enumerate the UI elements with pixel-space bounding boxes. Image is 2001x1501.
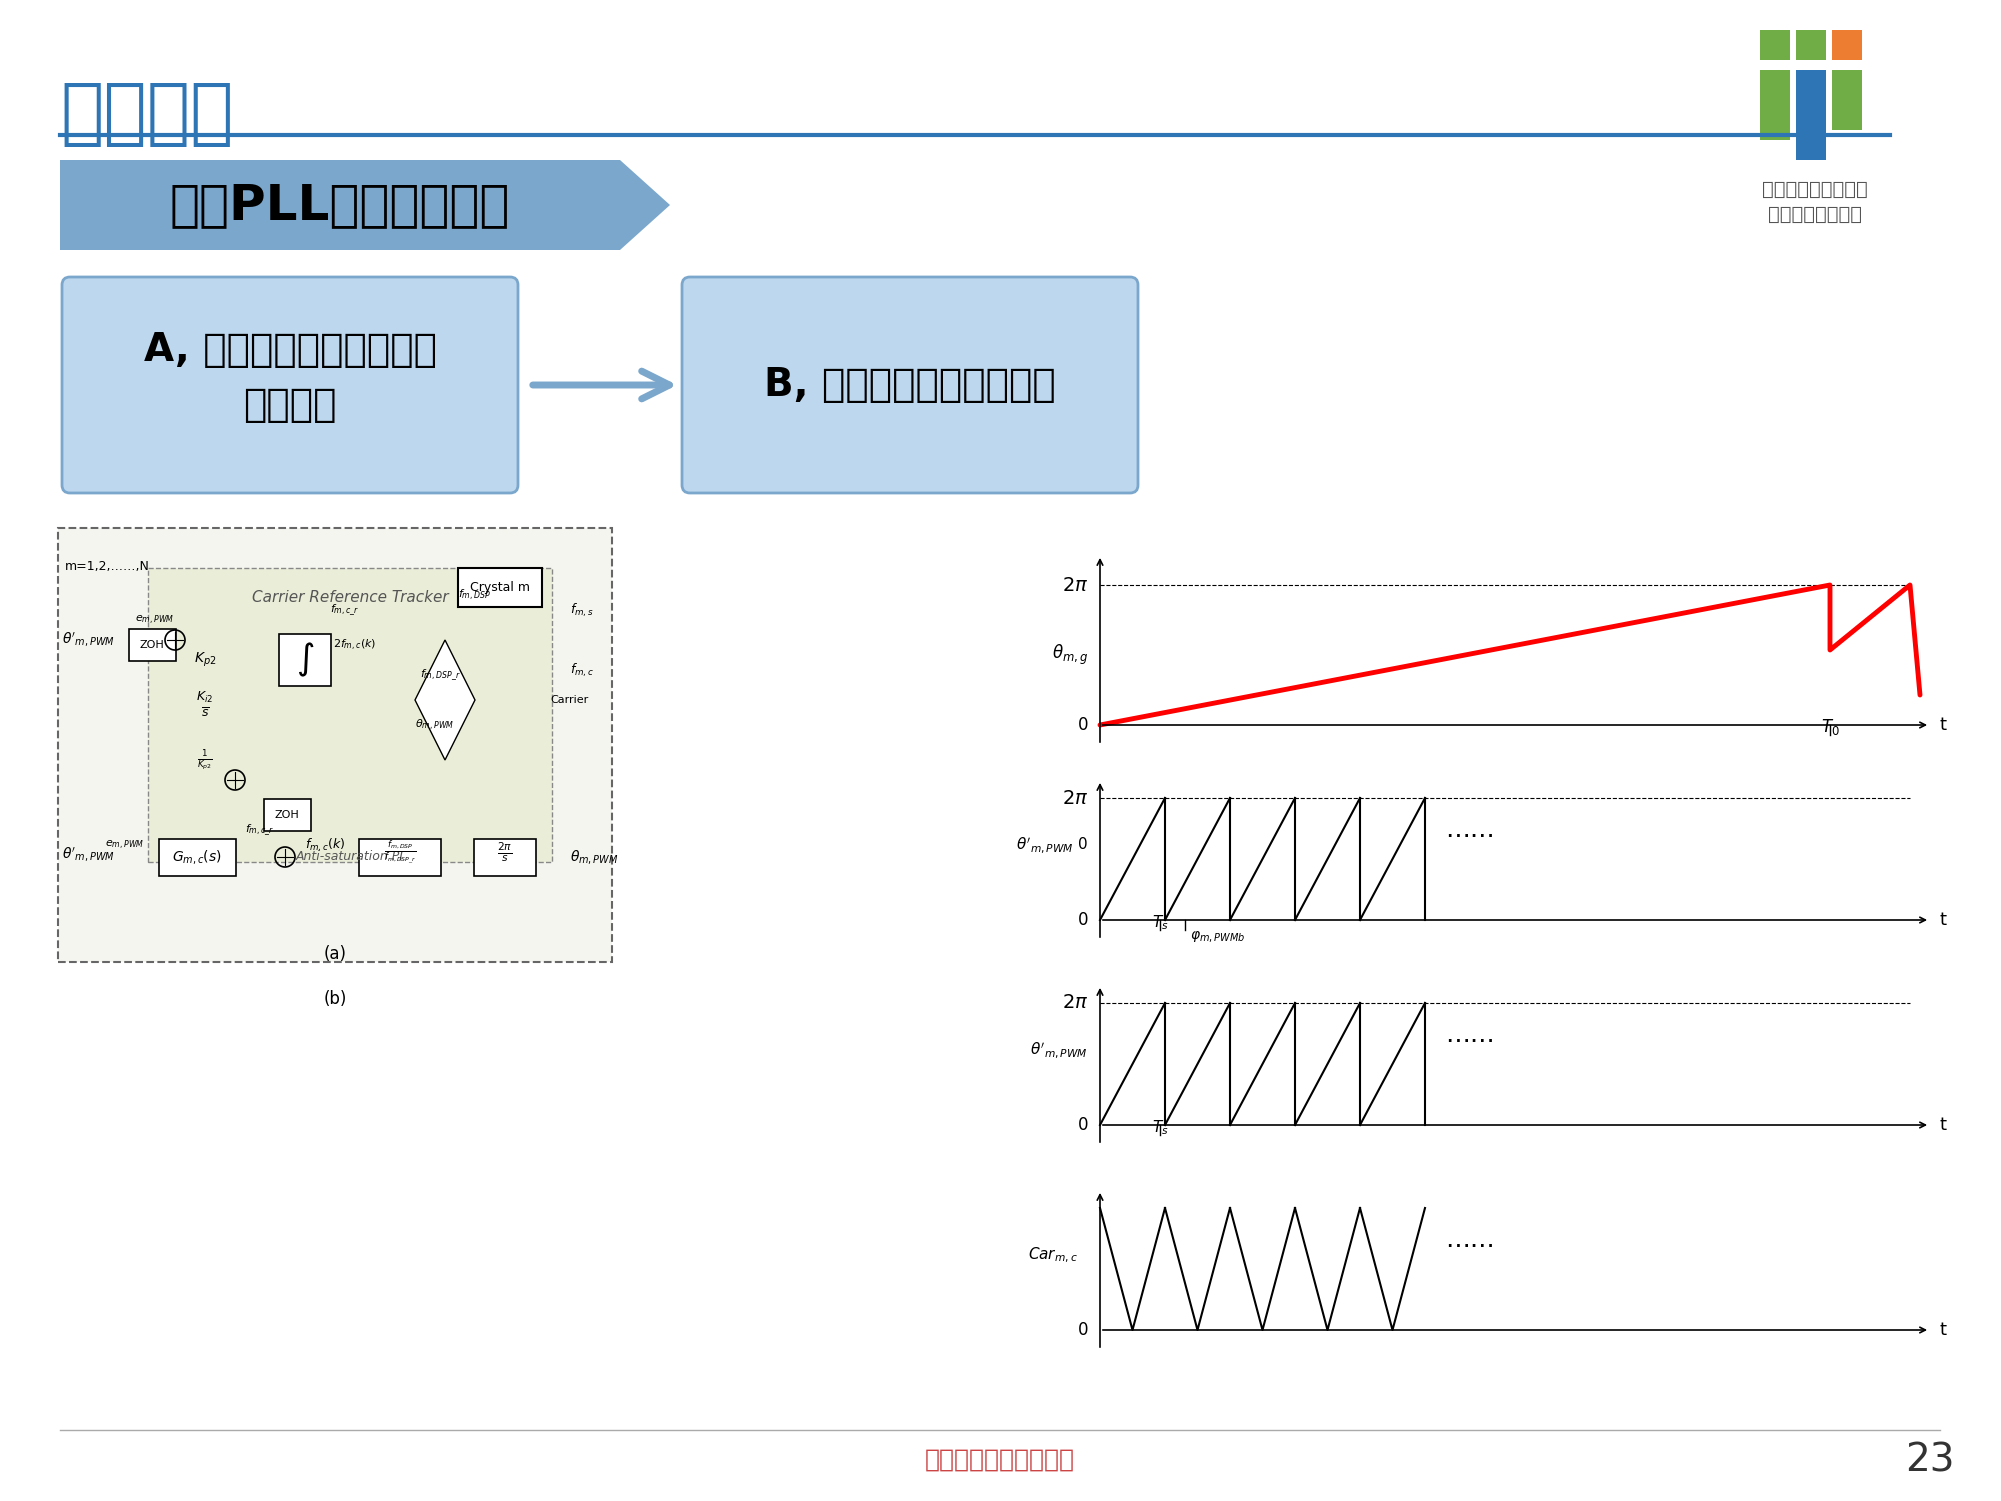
FancyBboxPatch shape bbox=[264, 799, 310, 832]
Polygon shape bbox=[414, 639, 474, 760]
FancyBboxPatch shape bbox=[1797, 30, 1827, 60]
Text: $\frac{2\pi}{s}$: $\frac{2\pi}{s}$ bbox=[498, 841, 512, 863]
Text: $f_{m,s}$: $f_{m,s}$ bbox=[570, 602, 594, 618]
Text: $G_{m,c}(s)$: $G_{m,c}(s)$ bbox=[172, 848, 222, 866]
Text: t: t bbox=[1941, 1117, 1947, 1133]
Text: $\theta_{m,PWM}$: $\theta_{m,PWM}$ bbox=[416, 717, 454, 732]
Text: ……: …… bbox=[1445, 818, 1495, 842]
FancyBboxPatch shape bbox=[58, 528, 612, 962]
Text: $e_{m,PWM}$: $e_{m,PWM}$ bbox=[106, 839, 144, 851]
FancyBboxPatch shape bbox=[474, 839, 536, 877]
FancyBboxPatch shape bbox=[278, 633, 330, 686]
Text: 基于PLL的自同步方法: 基于PLL的自同步方法 bbox=[170, 182, 510, 230]
FancyBboxPatch shape bbox=[682, 278, 1139, 492]
Text: $f_{m,c}(k)$: $f_{m,c}(k)$ bbox=[304, 836, 346, 854]
Text: t: t bbox=[1941, 911, 1947, 929]
Text: B, 制定自同步方案及参数: B, 制定自同步方案及参数 bbox=[764, 366, 1057, 404]
Polygon shape bbox=[60, 161, 670, 251]
Text: $f_{m,DSP}$: $f_{m,DSP}$ bbox=[458, 587, 492, 602]
FancyBboxPatch shape bbox=[158, 839, 236, 877]
Text: $f_{m,c\_r}$: $f_{m,c\_r}$ bbox=[330, 602, 360, 618]
Text: $2\pi$: $2\pi$ bbox=[1063, 994, 1089, 1013]
FancyBboxPatch shape bbox=[1833, 30, 1863, 60]
Text: Carrier: Carrier bbox=[550, 695, 588, 705]
Text: $\int$: $\int$ bbox=[296, 641, 314, 678]
Text: $Car_{m,c}$: $Car_{m,c}$ bbox=[1029, 1246, 1079, 1265]
Text: $\theta'_{m,PWM}$: $\theta'_{m,PWM}$ bbox=[62, 847, 114, 865]
Text: (a): (a) bbox=[324, 946, 346, 964]
Text: $T_s$: $T_s$ bbox=[1153, 913, 1169, 932]
Text: $\varphi_{m,PWMb}$: $\varphi_{m,PWMb}$ bbox=[1191, 931, 1245, 946]
Text: $\theta'_{m,PWM}$: $\theta'_{m,PWM}$ bbox=[62, 630, 114, 648]
FancyBboxPatch shape bbox=[128, 629, 176, 660]
Text: 与智能电网研究所: 与智能电网研究所 bbox=[1769, 206, 1863, 224]
Text: 《电工技术学报》发布: 《电工技术学报》发布 bbox=[924, 1448, 1075, 1472]
Text: $\frac{f_{m,DSP}}{f_{m,DSP\_r}}$: $\frac{f_{m,DSP}}{f_{m,DSP\_r}}$ bbox=[384, 839, 416, 866]
Text: ZOH: ZOH bbox=[140, 639, 164, 650]
Text: A, 变换器得到相同的电网: A, 变换器得到相同的电网 bbox=[144, 332, 436, 369]
Text: 山东大学可再生能源: 山东大学可再生能源 bbox=[1763, 180, 1867, 200]
Text: $T_0$: $T_0$ bbox=[1821, 717, 1839, 737]
Text: $2f_{m,c}(k)$: $2f_{m,c}(k)$ bbox=[334, 638, 376, 653]
Text: ZOH: ZOH bbox=[274, 811, 300, 820]
Text: $2\pi$: $2\pi$ bbox=[1063, 788, 1089, 808]
Text: $\theta'_{m,PWM}$ 0: $\theta'_{m,PWM}$ 0 bbox=[1017, 835, 1089, 856]
Text: 相角信息: 相角信息 bbox=[244, 386, 336, 423]
FancyBboxPatch shape bbox=[1833, 71, 1863, 131]
Text: $f_{m,DSP\_r}$: $f_{m,DSP\_r}$ bbox=[420, 668, 460, 683]
Text: 0: 0 bbox=[1077, 1117, 1089, 1133]
FancyBboxPatch shape bbox=[358, 839, 440, 877]
Text: m=1,2,……,N: m=1,2,……,N bbox=[64, 560, 150, 573]
Text: Anti-saturation PI: Anti-saturation PI bbox=[296, 850, 404, 863]
FancyBboxPatch shape bbox=[1761, 71, 1791, 140]
Text: 23: 23 bbox=[1905, 1441, 1955, 1478]
FancyBboxPatch shape bbox=[1797, 71, 1827, 161]
Text: $K_{p2}$: $K_{p2}$ bbox=[194, 651, 216, 669]
Text: 优化运行: 优化运行 bbox=[60, 80, 234, 149]
Text: 0: 0 bbox=[1077, 911, 1089, 929]
Text: $2\pi$: $2\pi$ bbox=[1063, 575, 1089, 594]
Text: Crystal m: Crystal m bbox=[470, 581, 530, 594]
Text: $e_{m,PWM}$: $e_{m,PWM}$ bbox=[136, 614, 174, 626]
FancyBboxPatch shape bbox=[62, 278, 518, 492]
Text: $f_{m,c\_r}$: $f_{m,c\_r}$ bbox=[246, 823, 274, 838]
Text: $\theta_{m,g}$: $\theta_{m,g}$ bbox=[1053, 642, 1089, 666]
Text: ……: …… bbox=[1445, 1024, 1495, 1048]
Text: $T_s$: $T_s$ bbox=[1153, 1118, 1169, 1136]
Text: $f_{m,c}$: $f_{m,c}$ bbox=[570, 662, 594, 678]
Text: $\theta_{m,PWM}$: $\theta_{m,PWM}$ bbox=[570, 848, 618, 866]
Text: (b): (b) bbox=[324, 991, 346, 1009]
Text: $\theta'_{m,PWM}$: $\theta'_{m,PWM}$ bbox=[1031, 1040, 1089, 1060]
FancyBboxPatch shape bbox=[1761, 30, 1791, 60]
FancyBboxPatch shape bbox=[458, 567, 542, 606]
Text: ……: …… bbox=[1445, 1228, 1495, 1252]
Text: t: t bbox=[1941, 1321, 1947, 1339]
Text: Carrier Reference Tracker: Carrier Reference Tracker bbox=[252, 590, 448, 605]
FancyBboxPatch shape bbox=[148, 567, 552, 862]
Text: 0: 0 bbox=[1077, 1321, 1089, 1339]
Text: 0: 0 bbox=[1077, 716, 1089, 734]
Text: t: t bbox=[1941, 716, 1947, 734]
Text: $K_{i2}$
$\overline{s}$: $K_{i2}$ $\overline{s}$ bbox=[196, 689, 214, 720]
Text: $\frac{1}{K_{p2}}$: $\frac{1}{K_{p2}}$ bbox=[198, 747, 212, 772]
